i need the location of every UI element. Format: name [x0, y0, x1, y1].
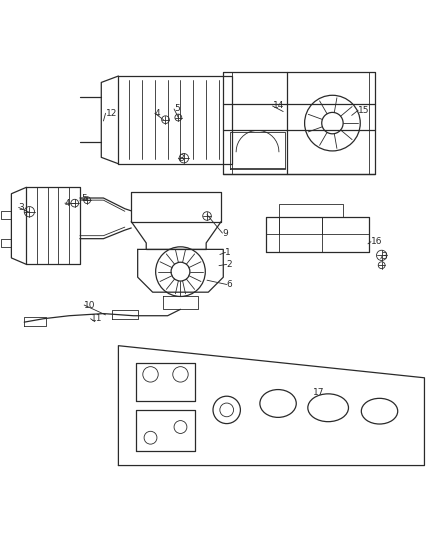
Text: 2: 2: [227, 260, 232, 269]
Text: 11: 11: [91, 314, 102, 323]
Text: 15: 15: [358, 106, 370, 115]
Text: 3: 3: [178, 154, 184, 163]
Text: 3: 3: [19, 203, 25, 212]
Text: 4: 4: [155, 109, 160, 118]
Text: 6: 6: [227, 280, 233, 289]
Text: 4: 4: [65, 199, 71, 208]
Text: 3: 3: [381, 252, 387, 261]
Text: 5: 5: [81, 195, 87, 204]
Text: 16: 16: [371, 237, 382, 246]
Text: 12: 12: [106, 109, 117, 118]
Text: 14: 14: [272, 101, 284, 110]
Text: 10: 10: [84, 301, 95, 310]
Text: 9: 9: [223, 229, 228, 238]
Text: 17: 17: [313, 388, 325, 397]
Text: 1: 1: [226, 248, 231, 257]
Text: 5: 5: [174, 104, 180, 114]
